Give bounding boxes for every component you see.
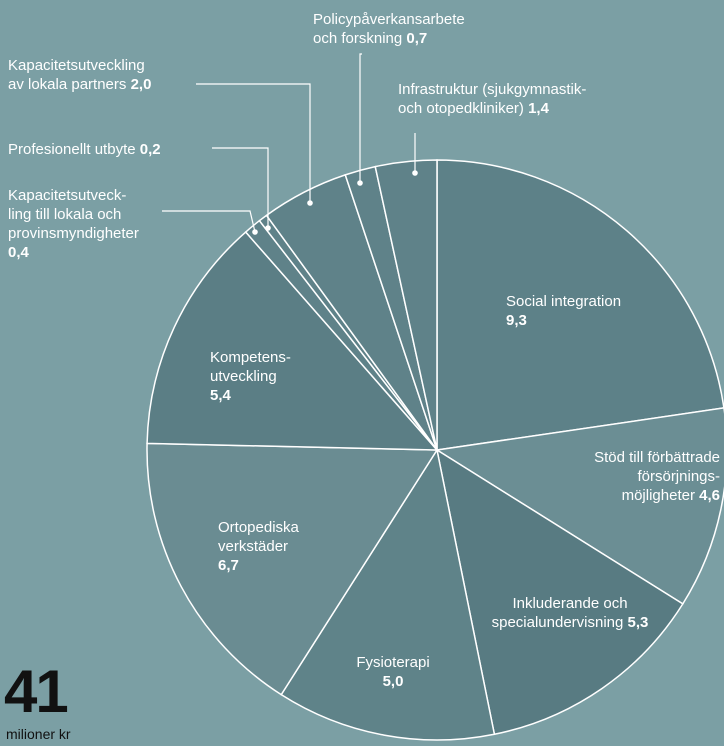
- category-name: Policypåverkansarbete och forskning: [313, 11, 465, 47]
- slice-label: Fysioterapi 5,0: [293, 653, 493, 691]
- value-label: 5,3: [627, 614, 649, 631]
- total: 41: [4, 658, 69, 725]
- category-name: Infrastruktur (sjukgymnastik- och otoped…: [398, 81, 587, 117]
- value-label: 0,7: [406, 30, 428, 47]
- value-label: 0,4: [8, 244, 29, 261]
- pie-slice: [146, 442, 439, 696]
- pie-slice: [436, 159, 724, 451]
- category-name: Social integration: [506, 293, 622, 310]
- slice-label: Stöd till förbättrade försörjnings- möjl…: [520, 448, 720, 505]
- leader-dot: [265, 225, 271, 231]
- value-label: 5,0: [382, 673, 404, 690]
- slice-label: Kompetens- utveckling 5,4: [210, 348, 360, 405]
- slice-label: Policypåverkansarbete och forskning 0,7: [313, 10, 533, 48]
- slice-label: Profesionellt utbyte 0,2: [8, 140, 228, 159]
- slice-label: Ortopediska verkstäder 6,7: [218, 518, 368, 575]
- category-name: Inkluderande och specialundervisning: [491, 595, 628, 631]
- slice-label: Kapacitetsutveck- ling till lokala och p…: [8, 186, 208, 262]
- pie-slice: [434, 407, 724, 605]
- leader-line: [359, 53, 362, 183]
- category-name: Profesionellt utbyte: [8, 141, 136, 158]
- value-label: 0,2: [139, 141, 161, 158]
- slice-label: Social integration 9,3: [506, 292, 706, 330]
- leader-dot: [412, 170, 418, 176]
- value-label: 5,4: [210, 387, 231, 404]
- category-name: Ortopediska verkstäder: [218, 519, 299, 555]
- pie-slice: [280, 448, 496, 741]
- leader-line: [196, 83, 311, 203]
- leader-line: [212, 147, 269, 228]
- value-label: 2,0: [130, 76, 152, 93]
- value-label: 4,6: [699, 487, 720, 504]
- pie-slice: [146, 230, 439, 451]
- category-name: Stöd till förbättrade försörjnings- möjl…: [594, 449, 720, 504]
- leader-dot: [252, 229, 258, 235]
- category-name: Fysioterapi: [356, 654, 430, 671]
- leader-line: [162, 210, 256, 233]
- slice-label: Infrastruktur (sjukgymnastik- och otoped…: [398, 80, 648, 118]
- pie-slice: [435, 448, 684, 736]
- slice-label: Kapacitetsutveckling av lokala partners …: [8, 56, 228, 94]
- leader-dot: [357, 180, 363, 186]
- value-label: 6,7: [218, 557, 239, 574]
- category-name: Kapacitetsutveck- ling till lokala och p…: [8, 187, 139, 242]
- pie-slice: [374, 159, 438, 451]
- value-label: 9,3: [506, 312, 527, 329]
- category-name: Kompetens- utveckling: [210, 349, 291, 385]
- leader-dot: [307, 200, 313, 206]
- category-name: Kapacitetsutveckling av lokala partners: [8, 57, 145, 93]
- value-label: 1,4: [528, 100, 549, 117]
- slice-label: Inkluderande och specialundervisning 5,3: [470, 594, 670, 632]
- unit: milioner kr: [6, 726, 71, 742]
